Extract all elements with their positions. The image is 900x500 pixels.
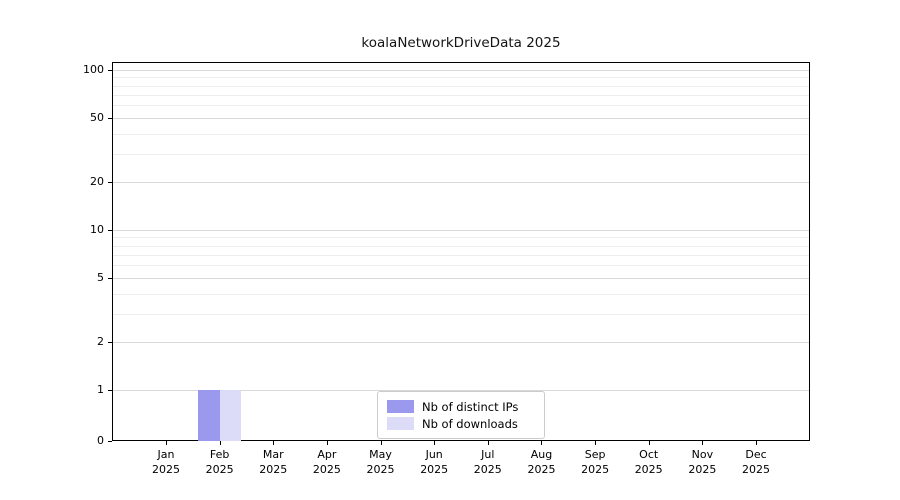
- x-tick-year: 2025: [312, 463, 341, 476]
- bar-nb-of-distinct-ips: [198, 390, 220, 441]
- legend-row: Nb of downloads: [387, 415, 535, 432]
- x-tick-month: Apr: [317, 448, 337, 461]
- x-tick-mark: [649, 441, 650, 445]
- y-tick-label: 20: [90, 175, 104, 188]
- x-tick-mark: [327, 441, 328, 445]
- x-tick-month: Dec: [745, 448, 767, 461]
- x-tick-label: May 2025: [354, 447, 408, 477]
- x-tick-label: Dec 2025: [729, 447, 783, 477]
- legend-row: Nb of distinct IPs: [387, 398, 535, 415]
- y-tick-label: 5: [97, 271, 104, 284]
- x-tick-label: Jan 2025: [139, 447, 193, 477]
- x-tick-mark: [756, 441, 757, 445]
- chart-title: koalaNetworkDriveData 2025: [361, 35, 561, 51]
- x-tick-year: 2025: [205, 463, 234, 476]
- x-tick-year: 2025: [581, 463, 610, 476]
- x-tick-mark: [434, 441, 435, 445]
- x-tick-month: Feb: [209, 448, 230, 461]
- x-tick-label: Feb 2025: [193, 447, 247, 477]
- y-tick-mark: [108, 118, 112, 119]
- y-tick-mark: [108, 278, 112, 279]
- x-tick-label: Jun 2025: [407, 447, 461, 477]
- y-tick-mark: [108, 182, 112, 183]
- x-tick-label: Oct 2025: [622, 447, 676, 477]
- x-tick-label: Aug 2025: [515, 447, 569, 477]
- legend-swatch: [387, 400, 414, 413]
- y-tick-label: 1: [97, 383, 104, 396]
- plot-area: [112, 62, 810, 441]
- x-tick-label: Nov 2025: [675, 447, 729, 477]
- x-tick-year: 2025: [420, 463, 449, 476]
- x-tick-year: 2025: [742, 463, 770, 476]
- y-tick-label: 2: [97, 335, 104, 348]
- x-tick-mark: [220, 441, 221, 445]
- y-tick-label: 50: [90, 111, 104, 124]
- y-tick-mark: [108, 230, 112, 231]
- x-tick-month: May: [369, 448, 392, 461]
- x-tick-month: Jul: [481, 448, 495, 461]
- y-tick-mark: [108, 390, 112, 391]
- legend: Nb of distinct IPs Nb of downloads: [377, 391, 545, 439]
- x-tick-label: Sep 2025: [568, 447, 622, 477]
- x-tick-mark: [595, 441, 596, 445]
- x-tick-month: Mar: [262, 448, 284, 461]
- y-tick-label: 10: [90, 223, 104, 236]
- x-tick-mark: [166, 441, 167, 445]
- x-tick-month: Jun: [425, 448, 443, 461]
- x-tick-year: 2025: [688, 463, 717, 476]
- x-tick-year: 2025: [634, 463, 663, 476]
- y-tick-label: 100: [83, 63, 104, 76]
- x-tick-year: 2025: [473, 463, 502, 476]
- x-tick-label: Apr 2025: [300, 447, 354, 477]
- legend-label: Nb of downloads: [422, 416, 518, 431]
- x-tick-year: 2025: [152, 463, 180, 476]
- bar-nb-of-downloads: [219, 390, 242, 441]
- y-tick-mark: [108, 70, 112, 71]
- x-tick-month: Jan: [157, 448, 175, 461]
- y-tick-mark: [108, 441, 112, 442]
- x-tick-year: 2025: [259, 463, 288, 476]
- x-tick-label: Mar 2025: [246, 447, 300, 477]
- x-tick-mark: [488, 441, 489, 445]
- x-tick-mark: [541, 441, 542, 445]
- x-tick-year: 2025: [527, 463, 556, 476]
- x-tick-month: Nov: [691, 448, 714, 461]
- y-tick-label: 0: [97, 434, 104, 447]
- legend-label: Nb of distinct IPs: [422, 399, 519, 414]
- x-tick-month: Sep: [584, 448, 606, 461]
- x-tick-month: Oct: [639, 448, 659, 461]
- x-tick-label: Jul 2025: [461, 447, 515, 477]
- x-tick-year: 2025: [366, 463, 395, 476]
- x-tick-mark: [702, 441, 703, 445]
- x-tick-mark: [381, 441, 382, 445]
- x-tick-month: Aug: [530, 448, 553, 461]
- y-tick-mark: [108, 342, 112, 343]
- x-tick-mark: [273, 441, 274, 445]
- legend-swatch: [387, 417, 414, 430]
